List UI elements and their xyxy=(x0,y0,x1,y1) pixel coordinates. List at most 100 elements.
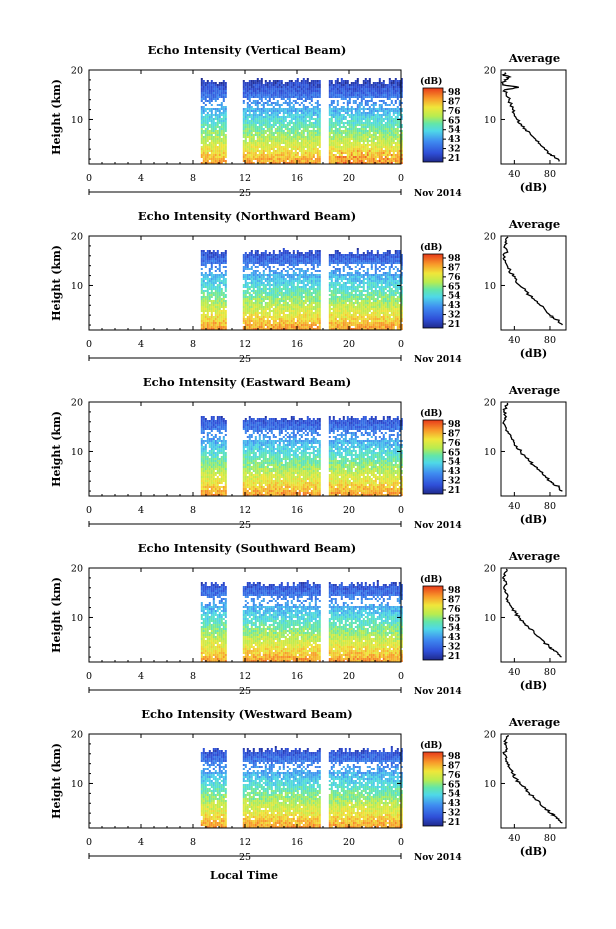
heatmap-cell xyxy=(244,326,247,328)
heatmap-cell xyxy=(224,272,227,274)
heatmap-cell xyxy=(262,136,265,138)
heatmap-cell xyxy=(208,110,211,112)
heatmap-cell xyxy=(344,110,347,112)
heatmap-cell xyxy=(280,254,283,256)
heatmap-cell xyxy=(270,138,273,140)
heatmap-cell xyxy=(204,150,207,152)
heatmap-cell xyxy=(292,138,295,140)
heatmap-cell xyxy=(346,122,349,124)
heatmap-cell xyxy=(332,158,335,160)
heatmap-cell xyxy=(224,160,227,162)
heatmap-cell xyxy=(386,160,389,162)
heatmap-cell xyxy=(290,96,293,98)
heatmap-cell xyxy=(286,130,289,132)
heatmap-cell xyxy=(270,120,273,122)
heatmap-cell xyxy=(204,284,207,286)
heatmap-cell xyxy=(286,90,289,92)
heatmap-cell xyxy=(202,80,205,82)
heatmap-cell xyxy=(284,274,287,276)
heatmap-cell xyxy=(272,98,275,100)
heatmap-cell xyxy=(206,250,209,252)
heatmap-cell xyxy=(266,160,269,162)
heatmap-cell xyxy=(270,254,273,256)
heatmap-cell xyxy=(280,328,283,330)
heatmap-cell xyxy=(222,324,225,326)
heatmap-cell xyxy=(332,140,335,142)
heatmap-cell xyxy=(400,126,403,128)
heatmap-cell xyxy=(216,122,219,124)
heatmap-cell xyxy=(272,282,275,284)
heatmap-cell xyxy=(282,96,285,98)
heatmap-cell xyxy=(268,290,271,292)
heatmap-cell xyxy=(258,84,261,86)
heatmap-cell xyxy=(208,150,211,152)
heatmap-cell xyxy=(264,268,267,270)
heatmap-cell xyxy=(330,120,333,122)
heatmap-cell xyxy=(208,124,211,126)
heatmap-cell xyxy=(270,82,273,84)
heatmap-cell xyxy=(256,118,259,120)
heatmap-cell xyxy=(386,90,389,92)
heatmap-cell xyxy=(272,136,275,138)
heatmap-cell xyxy=(202,152,205,154)
heatmap-cell xyxy=(338,152,341,154)
heatmap-cell xyxy=(266,128,269,130)
heatmap-cell xyxy=(306,316,309,318)
heatmap-cell xyxy=(266,84,269,86)
heatmap-cell xyxy=(202,106,205,108)
heatmap-cell xyxy=(286,316,289,318)
heatmap-cell xyxy=(384,130,387,132)
heatmap-cell xyxy=(224,300,227,302)
heatmap-cell xyxy=(250,262,253,264)
heatmap-cell xyxy=(244,86,247,88)
heatmap-cell xyxy=(216,138,219,140)
heatmap-cell xyxy=(364,128,367,130)
heatmap-cell xyxy=(328,108,331,110)
heatmap-cell xyxy=(274,278,277,280)
heatmap-cell xyxy=(202,264,205,266)
heatmap-cell xyxy=(224,142,227,144)
heatmap-cell xyxy=(244,252,247,254)
heatmap-cell xyxy=(252,320,255,322)
heatmap-cell xyxy=(258,258,261,260)
heatmap-cell xyxy=(252,128,255,130)
heatmap-cell xyxy=(362,106,365,108)
heatmap-cell xyxy=(362,136,365,138)
heatmap-cell xyxy=(348,160,351,162)
heatmap-cell xyxy=(262,316,265,318)
heatmap-cell xyxy=(266,124,269,126)
heatmap-cell xyxy=(338,108,341,110)
heatmap-cell xyxy=(346,138,349,140)
heatmap-cell xyxy=(382,120,385,122)
heatmap-cell xyxy=(256,154,259,156)
heatmap-cell xyxy=(280,320,283,322)
heatmap-cell xyxy=(394,94,397,96)
heatmap-cell xyxy=(400,142,403,144)
heatmap-cell xyxy=(302,82,305,84)
heatmap-cell xyxy=(280,108,283,110)
heatmap-cell xyxy=(282,142,285,144)
heatmap-cell xyxy=(262,160,265,162)
heatmap-cell xyxy=(328,146,331,148)
heatmap-cell xyxy=(252,110,255,112)
heatmap-cell xyxy=(278,90,281,92)
heatmap-cell xyxy=(200,274,203,276)
heatmap-cell xyxy=(378,158,381,160)
heatmap-cell xyxy=(358,112,361,114)
heatmap-cell xyxy=(298,254,301,256)
heatmap-cell xyxy=(294,286,297,288)
heatmap-cell xyxy=(334,92,337,94)
heatmap-cell xyxy=(202,96,205,98)
heatmap-cell xyxy=(288,86,291,88)
heatmap-cell xyxy=(212,154,215,156)
heatmap-cell xyxy=(388,154,391,156)
heatmap-cell xyxy=(296,322,299,324)
heatmap-cell xyxy=(244,274,247,276)
heatmap-cell xyxy=(258,254,261,256)
heatmap-cell xyxy=(218,300,221,302)
heatmap-cell xyxy=(268,84,271,86)
heatmap-cell xyxy=(256,290,259,292)
heatmap-cell xyxy=(262,156,265,158)
heatmap-cell xyxy=(392,128,395,130)
heatmap-cell xyxy=(250,258,253,260)
